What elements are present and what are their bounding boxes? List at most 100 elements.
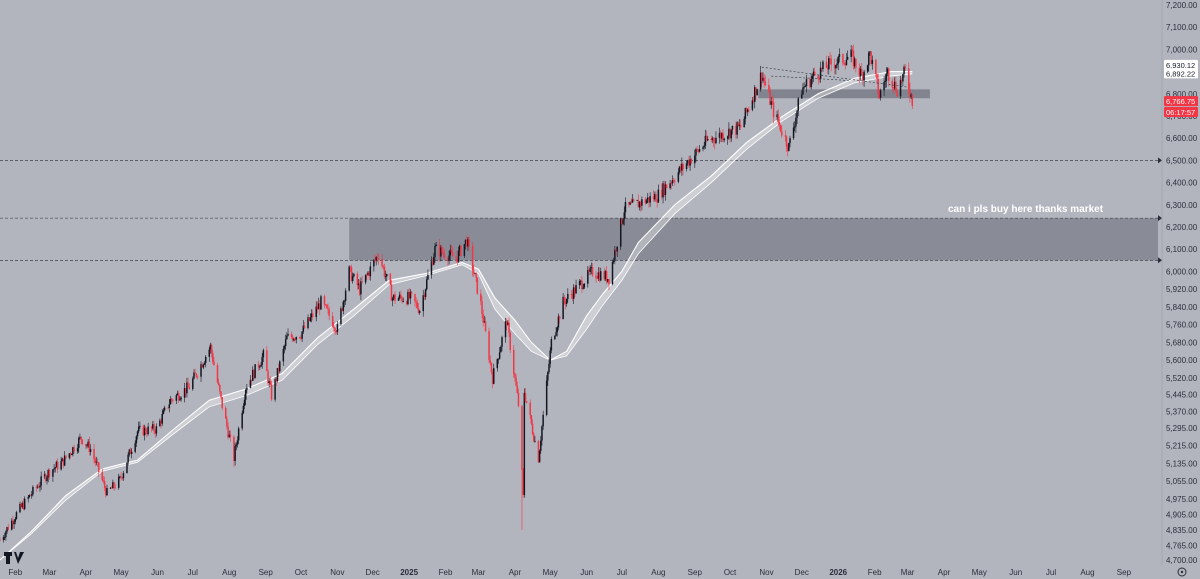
candle-body [368,272,370,277]
candle-body [702,147,704,149]
candle-body [62,458,65,466]
candle-body [836,63,838,66]
candle-body [608,279,610,285]
price-tags-layer: 6,930.126,892.22 6,766.75 06:17:57 [1164,59,1198,118]
candle-body [202,364,205,368]
candle-body [508,322,510,333]
tradingview-logo[interactable] [4,552,24,564]
candle-body [789,138,791,144]
candle-body [464,239,467,245]
candle-body [367,272,369,275]
candle-body [878,94,881,98]
price-tick-label: 5,520.00 [1166,374,1198,383]
candle-body [891,80,894,88]
candle-body [679,166,682,171]
candle-body [89,449,92,452]
candle-body [277,368,280,372]
candle-body [169,398,172,405]
candle-body [415,301,417,303]
candle-body [129,449,132,454]
candle-body [538,450,541,463]
candle-body [581,280,583,289]
candle-body [153,424,155,432]
candle-body [35,486,38,488]
candle-body [416,302,419,309]
candle-body [595,275,597,278]
candle-body [590,266,593,269]
candle-body [529,402,531,416]
candle-body [571,294,574,299]
candle-body [843,62,845,64]
candle-body [718,132,721,138]
candle-body [126,462,128,474]
candle-body [623,212,626,220]
candle-body [384,276,387,278]
candle-body [657,189,660,203]
candle-body [212,353,214,362]
candle-body [738,124,741,126]
candle-body [743,118,745,128]
candle-body [681,163,683,171]
candle-body [358,283,361,295]
candle-body [180,397,182,400]
time-scale[interactable]: Feb Mar Apr May Jun Jul Aug Sep Oct Nov Dec 2025 Feb… [8,568,1131,577]
candle-body [521,405,523,470]
candle-body [726,136,729,139]
candle-body [619,218,622,247]
candle-body [201,364,203,368]
candle-body [458,245,461,251]
candle-body [162,410,165,415]
candle-body [744,107,747,119]
candle-body [850,49,852,57]
candle-body [2,537,5,541]
candle-body [382,266,385,267]
time-tick-label: Jun [151,568,164,577]
candle-body [563,296,566,302]
candle-body [723,138,725,141]
candle-body [122,473,125,479]
time-tick-label: Sep [1117,568,1132,577]
settings-icon[interactable] [1177,567,1187,577]
candle-body [221,397,223,408]
candle-body [32,486,34,495]
candle-body [401,297,403,302]
candle-body [597,272,600,279]
candle-body [434,246,436,258]
candle-body [316,306,319,310]
candle-body [317,303,320,310]
candle-body [293,339,295,341]
candle-body [440,247,442,257]
candle-body [267,370,269,384]
time-tick-label: Mar [901,568,915,577]
candle-body [137,426,140,432]
candle-body [911,94,914,106]
price-tag-label: 6,930.12 [1166,61,1195,70]
candle-body [628,202,630,205]
candle-body [65,455,67,458]
price-tick-label: 4,700.00 [1166,556,1198,565]
time-tick-label: Mar [472,568,486,577]
candle-body [624,202,627,213]
candle-body [778,122,781,125]
candle-body [793,126,796,128]
candle-body [612,260,615,262]
candle-body [614,249,616,261]
candle-body [647,197,649,201]
candle-body [351,276,354,282]
candle-body [85,444,87,446]
candle-body [796,110,798,118]
candle-body [797,98,800,111]
candle-body [435,244,437,247]
candle-body [417,308,420,313]
time-tick-label: Nov [759,568,773,577]
candle-body [490,362,493,373]
time-tick-label: Jul [617,568,627,577]
candle-body [674,181,676,183]
time-tick-label: Apr [80,568,93,577]
candle-body [364,274,367,283]
price-tag-label: 6,892.22 [1166,69,1195,78]
candle-body [250,379,253,381]
candle-body [504,321,507,338]
candle-body [213,361,215,366]
